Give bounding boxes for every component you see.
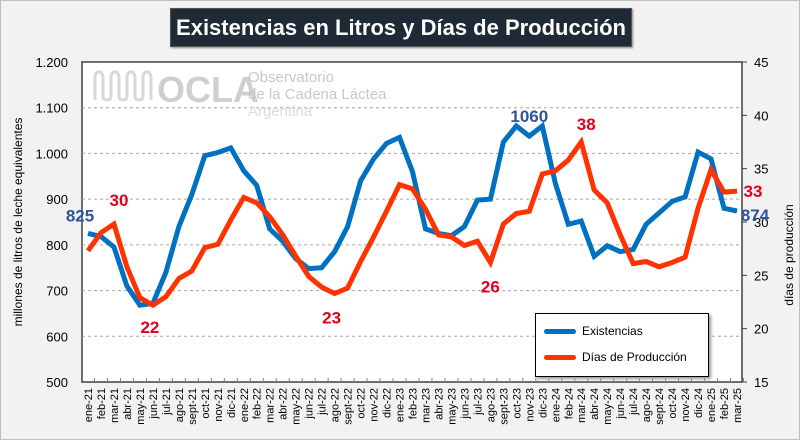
- x-tick-label: sept-24: [654, 388, 666, 425]
- watermark-brand: OCLA: [157, 69, 259, 110]
- x-tick-label: jul-21: [161, 388, 173, 416]
- x-tick-label: may-21: [135, 388, 147, 425]
- y2-tick-label: 40: [754, 108, 768, 123]
- data-label: 33: [744, 182, 763, 201]
- x-tick-label: oct-21: [200, 388, 212, 419]
- x-tick-label: mar-25: [732, 388, 744, 423]
- x-tick-label: jun-21: [148, 388, 160, 420]
- x-tick-label: may-24: [602, 388, 614, 425]
- y-tick-label: 1.100: [35, 101, 68, 116]
- chart-title: Existencias en Litros y Días de Producci…: [170, 8, 632, 47]
- x-tick-label: ene-22: [239, 388, 251, 422]
- x-tick-label: mar-22: [265, 388, 277, 423]
- data-label: 38: [577, 115, 596, 134]
- watermark-line1: Observatorio: [248, 69, 334, 86]
- x-tick-label: abr-24: [589, 388, 601, 420]
- legend-item-dias: Días de Producción: [544, 350, 687, 364]
- y-tick-label: 800: [46, 238, 68, 253]
- x-tick-label: oct-22: [356, 388, 368, 419]
- x-tick-label: ene-23: [395, 388, 407, 422]
- x-tick-label: may-22: [291, 388, 303, 425]
- x-tick-label: oct-23: [511, 388, 523, 419]
- x-tick-label: ene-25: [706, 388, 718, 422]
- x-tick-label: nov-23: [524, 388, 536, 422]
- y-tick-label: 600: [46, 329, 68, 344]
- y-tick-label: 700: [46, 284, 68, 299]
- data-label: 874: [741, 206, 770, 225]
- legend-label-dias: Días de Producción: [582, 350, 687, 364]
- legend-label-existencias: Existencias: [582, 324, 643, 338]
- x-tick-label: abr-22: [278, 388, 290, 420]
- x-tick-label: ago-21: [174, 388, 186, 422]
- x-tick-label: dic-22: [382, 388, 394, 418]
- x-tick-label: feb-22: [252, 388, 264, 419]
- x-tick-label: jun-22: [304, 388, 316, 420]
- x-tick-label: jun-23: [459, 388, 471, 420]
- legend-swatch-existencias: [544, 328, 576, 334]
- x-tick-label: feb-21: [96, 388, 108, 419]
- y2-tick-label: 30: [754, 215, 768, 230]
- x-tick-label: mar-23: [420, 388, 432, 423]
- x-tick-label: may-23: [446, 388, 458, 425]
- x-tick-label: abr-21: [122, 388, 134, 420]
- x-tick-label: sept-23: [498, 388, 510, 425]
- x-tick-label: jul-23: [472, 388, 484, 416]
- y-tick-label: 1.200: [35, 55, 68, 70]
- x-tick-label: feb-24: [563, 388, 575, 419]
- ocla-watermark: OCLA Observatorio de la Cadena Láctea Ar…: [93, 69, 387, 120]
- x-tick-label: sept-21: [187, 388, 199, 425]
- x-tick-label: dic-24: [693, 388, 705, 418]
- y-tick-label: 900: [46, 192, 68, 207]
- y2-axis-title: días de producción: [782, 204, 796, 305]
- x-tick-label: jul-24: [628, 388, 640, 416]
- legend-swatch-dias: [544, 354, 576, 360]
- x-tick-label: dic-23: [537, 388, 549, 418]
- chart-legend: Existencias Días de Producción: [535, 313, 709, 377]
- y2-tick-label: 25: [754, 268, 768, 283]
- x-tick-label: ene-21: [83, 388, 95, 422]
- data-label: 23: [322, 308, 341, 327]
- data-label: 825: [66, 206, 94, 225]
- y-axis-title: millones de litros de leche equivalentes: [11, 118, 25, 327]
- x-tick-label: ago-24: [641, 388, 653, 422]
- data-label: 30: [109, 191, 128, 210]
- x-tick-label: ago-22: [330, 388, 342, 422]
- x-tick-label: abr-23: [433, 388, 445, 420]
- watermark-line2: de la Cadena Láctea: [248, 86, 387, 103]
- x-tick-label: mar-21: [109, 388, 121, 423]
- x-tick-label: sept-22: [343, 388, 355, 425]
- x-tick-label: oct-24: [667, 388, 679, 419]
- x-tick-label: jul-22: [317, 388, 329, 416]
- y-tick-label: 1.000: [35, 146, 68, 161]
- y2-tick-label: 20: [754, 322, 768, 337]
- x-tick-label: feb-25: [719, 388, 731, 419]
- ocla-logo-icon: [93, 70, 153, 102]
- data-label: 22: [140, 318, 159, 337]
- x-tick-label: ene-24: [550, 388, 562, 422]
- y2-tick-label: 45: [754, 55, 768, 70]
- x-tick-label: dic-21: [226, 388, 238, 418]
- legend-item-existencias: Existencias: [544, 324, 643, 338]
- data-label: 26: [481, 278, 500, 297]
- y2-tick-label: 35: [754, 162, 768, 177]
- x-tick-label: mar-24: [576, 388, 588, 423]
- watermark-line3: Argentina: [248, 103, 313, 120]
- y-tick-label: 500: [46, 375, 68, 390]
- y2-tick-label: 15: [754, 375, 768, 390]
- x-tick-label: ago-23: [485, 388, 497, 422]
- data-label: 1060: [510, 107, 548, 126]
- x-tick-label: feb-23: [408, 388, 420, 419]
- x-tick-label: nov-24: [680, 388, 692, 422]
- x-tick-label: nov-21: [213, 388, 225, 422]
- x-tick-label: nov-22: [369, 388, 381, 422]
- x-tick-label: jun-24: [615, 388, 627, 420]
